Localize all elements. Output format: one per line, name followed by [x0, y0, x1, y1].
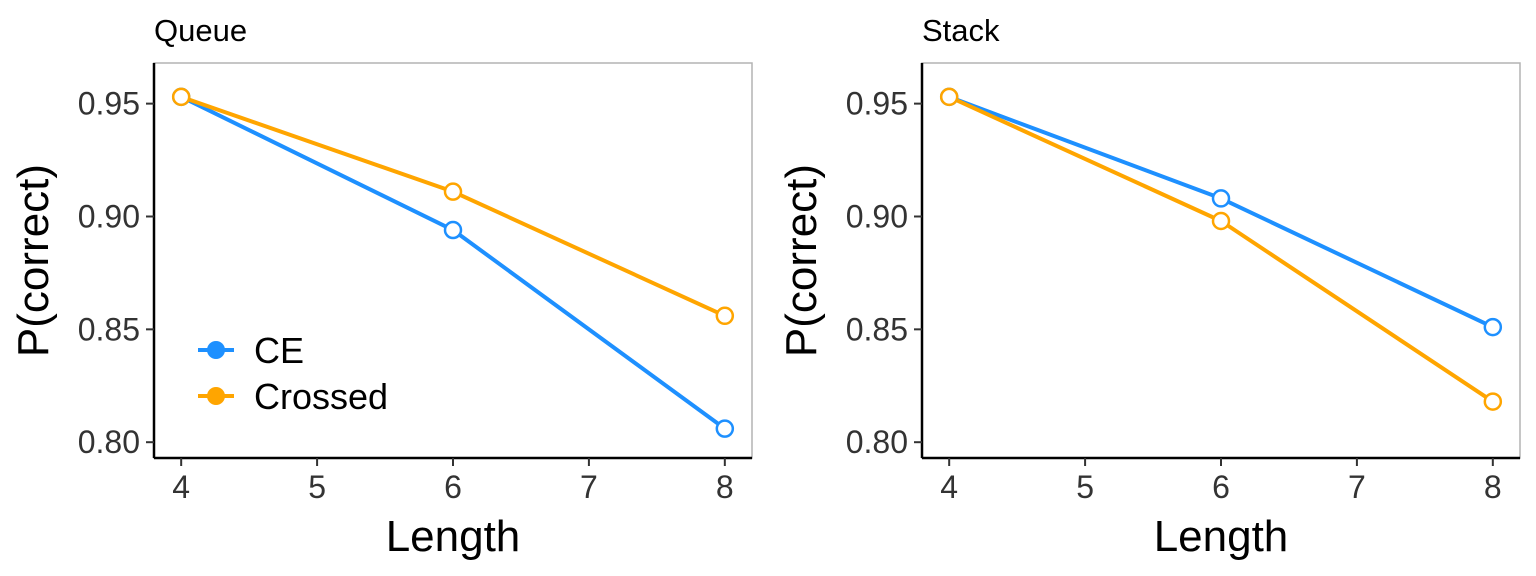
series-line-crossed	[179, 94, 727, 318]
y-tick-label: 0.85	[78, 311, 140, 347]
y-tick-label: 0.95	[846, 86, 908, 122]
x-axis-title: Length	[386, 512, 521, 561]
x-tick-label: 6	[1212, 469, 1230, 505]
data-point-crossed	[715, 306, 735, 326]
x-tick-label: 5	[308, 469, 326, 505]
panel-1: Stack 0.80 0.85 0.90 0.95 4 5 6 7 8 Length P(correc…	[777, 13, 1521, 561]
panel-title: Stack	[922, 13, 1000, 48]
panel-border	[153, 62, 753, 459]
x-tick-label: 6	[444, 469, 462, 505]
y-tick-label: 0.85	[846, 311, 908, 347]
y-axis-title: P(correct)	[777, 164, 826, 357]
x-tick-label: 4	[172, 469, 190, 505]
data-point-crossed	[1483, 392, 1503, 411]
y-tick-label: 0.80	[846, 424, 908, 460]
legend-label: Crossed	[254, 376, 388, 417]
x-tick-label: 5	[1076, 469, 1094, 505]
x-tick-label: 4	[940, 469, 958, 505]
data-point-ce	[1483, 317, 1503, 337]
legend-label: CE	[254, 330, 304, 371]
legend-swatch-marker	[207, 341, 225, 359]
panel-title: Queue	[154, 13, 247, 48]
y-tick-label: 0.80	[78, 424, 140, 460]
data-point-crossed	[939, 87, 959, 107]
x-tick-label: 8	[716, 469, 734, 505]
data-point-ce	[1211, 189, 1231, 208]
data-point-crossed	[443, 182, 463, 201]
legend: CE Crossed	[198, 330, 388, 417]
data-point-crossed	[171, 87, 191, 107]
panel-0: Queue 0.80 0.85 0.90 0.95 4 5 6 7 8 Length P(correc…	[9, 13, 753, 561]
x-tick-label: 7	[580, 469, 598, 505]
data-point-crossed	[1211, 211, 1231, 231]
x-tick-label: 8	[1484, 469, 1502, 505]
y-axis-title: P(correct)	[9, 164, 58, 357]
series-line-crossed	[947, 94, 1495, 404]
data-point-ce	[715, 419, 735, 438]
y-tick-label: 0.95	[78, 86, 140, 122]
y-tick-label: 0.90	[78, 198, 140, 234]
y-tick-label: 0.90	[846, 198, 908, 234]
x-axis-title: Length	[1154, 512, 1289, 561]
x-tick-label: 7	[1348, 469, 1366, 505]
data-point-ce	[443, 220, 463, 240]
legend-swatch-marker	[207, 387, 225, 405]
